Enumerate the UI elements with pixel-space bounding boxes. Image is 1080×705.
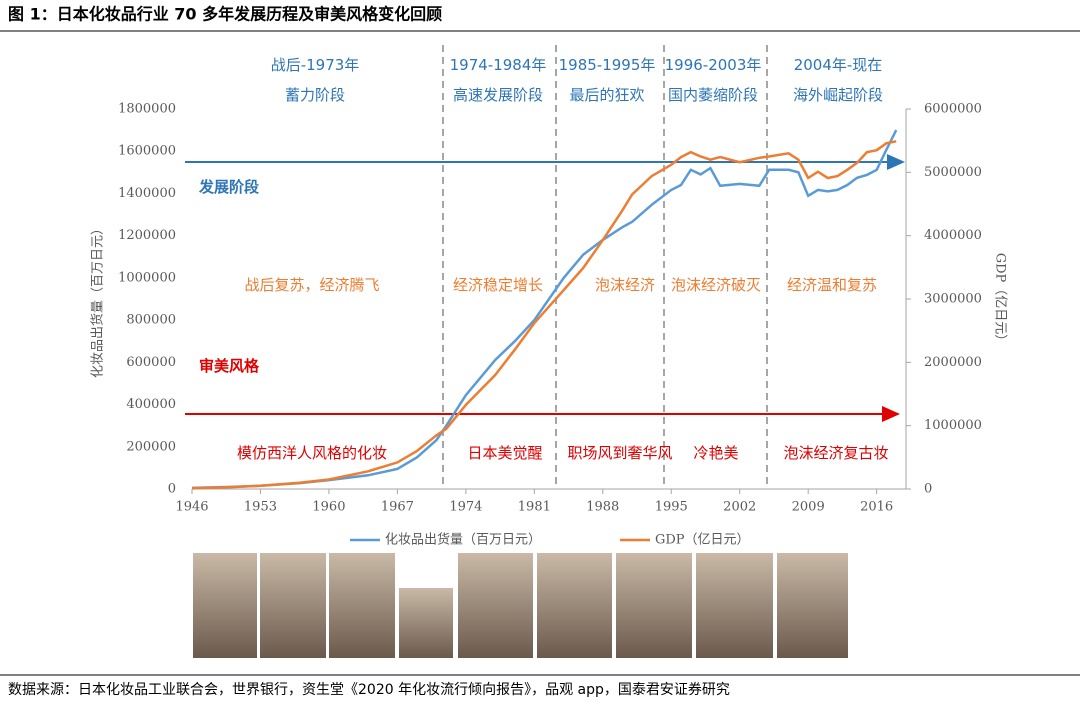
- photo: [537, 553, 612, 658]
- x-tick-label: 2002: [723, 500, 756, 515]
- y-tick-label: 1400000: [118, 186, 176, 201]
- y-tick-label: 1600000: [118, 144, 176, 159]
- aesthetic-text: 冷艳美: [693, 444, 739, 462]
- era-period: 战后-1973年: [270, 56, 360, 74]
- x-tick-label: 1995: [655, 500, 688, 515]
- x-tick-label: 1960: [312, 500, 345, 515]
- era-stage: 最后的狂欢: [569, 86, 645, 104]
- x-tick-label: 1974: [449, 500, 482, 515]
- series-line: [191, 140, 897, 490]
- era-stage: 海外崛起阶段: [792, 86, 884, 104]
- era-period: 1985-1995年: [558, 56, 656, 74]
- aesthetic-text: 职场风到奢华风: [567, 444, 673, 462]
- development-text: 经济温和复苏: [786, 276, 878, 294]
- y2-tick-label: 6000000: [924, 102, 982, 117]
- x-tick-label: 1981: [518, 500, 551, 515]
- y2-axis-title: GDP（亿日元）: [993, 253, 1008, 348]
- chart-title: 图 1：日本化妆品行业 70 多年发展历程及审美风格变化回顾: [8, 5, 442, 24]
- source-note: 数据来源：日本化妆品工业联合会，世界银行，资生堂《2020 年化妆流行倾向报告》…: [8, 682, 730, 698]
- photos: [193, 553, 848, 658]
- photo: [777, 553, 848, 658]
- y-tick-label: 200000: [126, 439, 176, 454]
- y-tick-label: 1800000: [118, 102, 176, 117]
- x-tick-label: 1988: [586, 500, 619, 515]
- x-tick-label: 2016: [860, 500, 893, 515]
- y-tick-label: 600000: [126, 355, 176, 370]
- photo: [616, 553, 692, 658]
- x-tick-label: 1953: [244, 500, 277, 515]
- y-tick-label: 400000: [126, 397, 176, 412]
- era-dividers: [442, 45, 768, 489]
- era-stage: 国内萎缩阶段: [667, 86, 759, 104]
- development-text: 泡沫经济破灭: [670, 276, 762, 294]
- photo: [193, 553, 257, 658]
- era-period: 1996-2003年: [664, 56, 762, 74]
- photo: [458, 553, 533, 658]
- era-stage: 蓄力阶段: [284, 86, 346, 104]
- photo: [260, 553, 326, 658]
- series-line: [191, 129, 898, 490]
- aesthetic-text: 模仿西洋人风格的化妆: [236, 444, 387, 462]
- y2-tick-label: 1000000: [924, 418, 982, 433]
- photo: [329, 553, 395, 658]
- y-tick-label: 800000: [126, 313, 176, 328]
- legend-label: 化妆品出货量（百万日元）: [385, 532, 541, 548]
- legend-label: GDP（亿日元）: [655, 533, 750, 548]
- era-period: 2004年-现在: [793, 56, 883, 74]
- y-tick-label: 1200000: [118, 228, 176, 243]
- x-tick-label: 1967: [381, 500, 414, 515]
- y2-tick-label: 2000000: [924, 355, 982, 370]
- photo: [399, 588, 453, 658]
- y2-tick-label: 5000000: [924, 165, 982, 180]
- photo: [696, 553, 773, 658]
- y2-tick-label: 3000000: [924, 292, 982, 307]
- development-label: 发展阶段: [199, 178, 260, 196]
- y-tick-label: 0: [168, 482, 176, 497]
- aesthetic-text: 日本美觉醒: [467, 444, 543, 462]
- y-tick-label: 1000000: [118, 270, 176, 285]
- development-text: 战后复苏，经济腾飞: [244, 276, 380, 294]
- development-text: 泡沫经济: [594, 276, 656, 294]
- y2-tick-label: 4000000: [924, 228, 982, 243]
- era-stage: 高速发展阶段: [452, 86, 544, 104]
- x-tick-label: 1946: [175, 500, 208, 515]
- aesthetic-label: 审美风格: [199, 357, 260, 375]
- development-text: 经济稳定增长: [452, 276, 544, 294]
- y-axis-title: 化妆品出货量（百万日元）: [90, 222, 106, 378]
- aesthetic-text: 泡沫经济复古妆: [783, 444, 889, 462]
- x-tick-label: 2009: [792, 500, 825, 515]
- era-period: 1974-1984年: [449, 56, 547, 74]
- y2-tick-label: 0: [924, 482, 932, 497]
